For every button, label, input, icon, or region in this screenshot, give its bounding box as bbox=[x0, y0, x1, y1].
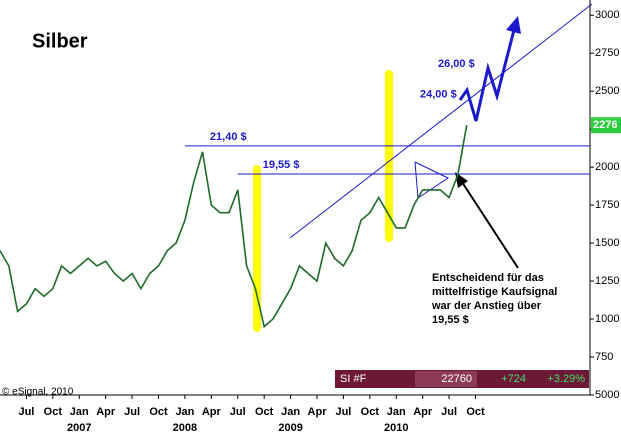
x-tick-label: Jan bbox=[281, 406, 300, 418]
y-tick-label: 1500 bbox=[595, 237, 619, 249]
y-tick-label: 750 bbox=[595, 351, 613, 363]
pointer-arrow bbox=[461, 181, 519, 269]
source: © eSignal, 2010 bbox=[2, 387, 74, 398]
y-tick-label: 1000 bbox=[595, 313, 619, 325]
note: 19,55 $ bbox=[432, 314, 469, 326]
x-tick-label: Apr bbox=[96, 406, 116, 418]
x-tick-label: Oct bbox=[361, 406, 380, 418]
year-label: 2008 bbox=[173, 422, 197, 434]
projection-arrow bbox=[458, 29, 516, 122]
y-tick-label: 2500 bbox=[595, 85, 619, 97]
x-tick-label: Jan bbox=[175, 406, 194, 418]
note: Entscheidend für das bbox=[432, 272, 544, 284]
y-tick-label: 1750 bbox=[595, 199, 619, 211]
x-tick-label: Apr bbox=[413, 406, 433, 418]
x-tick-label: Apr bbox=[202, 406, 222, 418]
year-label: 2010 bbox=[384, 422, 408, 434]
triangle bbox=[414, 161, 450, 199]
quote-change: +724 bbox=[501, 373, 526, 385]
quote-symbol: SI #F bbox=[340, 373, 367, 385]
x-tick-label: Oct bbox=[255, 406, 274, 418]
y-tick-label: 3000 bbox=[595, 9, 619, 21]
x-tick-label: Jul bbox=[335, 406, 351, 418]
x-tick-label: Jul bbox=[124, 406, 140, 418]
quote-cell bbox=[415, 371, 477, 387]
trend-line bbox=[289, 3, 593, 239]
x-tick-label: Jan bbox=[70, 406, 89, 418]
year-label: 2009 bbox=[278, 422, 302, 434]
y-tick-label: 2750 bbox=[595, 47, 619, 59]
target-label: 24,00 $ bbox=[420, 88, 457, 100]
level-label: 19,55 $ bbox=[263, 159, 300, 171]
last-price: 2276 bbox=[593, 119, 617, 131]
chart-title: Silber bbox=[32, 30, 88, 52]
x-tick-label: Apr bbox=[308, 406, 328, 418]
y-tick-label: 1250 bbox=[595, 275, 619, 287]
target-label: 26,00 $ bbox=[438, 58, 475, 70]
x-tick-label: Oct bbox=[466, 406, 485, 418]
annotation-shapes bbox=[0, 0, 593, 396]
x-tick-label: Oct bbox=[149, 406, 168, 418]
arrow-head bbox=[506, 16, 521, 34]
note: mittelfristige Kaufsignal bbox=[432, 286, 557, 298]
x-tick-label: Jan bbox=[387, 406, 406, 418]
y-tick-label: 5000 bbox=[595, 389, 619, 401]
quote-last: 22760 bbox=[441, 373, 472, 385]
x-tick-label: Jul bbox=[441, 406, 457, 418]
x-tick-label: Jul bbox=[18, 406, 34, 418]
quote-change-pct: +3.29% bbox=[547, 373, 585, 385]
note: war der Anstieg über bbox=[431, 300, 542, 312]
x-tick-label: Oct bbox=[44, 406, 63, 418]
last-price-box bbox=[591, 117, 621, 134]
year-label: 2007 bbox=[67, 422, 91, 434]
highlight-bar bbox=[385, 70, 393, 242]
price-line bbox=[0, 125, 468, 329]
y-tick-label: 2000 bbox=[595, 161, 619, 173]
x-tick-label: Jul bbox=[230, 406, 246, 418]
level-label: 21,40 $ bbox=[210, 131, 247, 143]
